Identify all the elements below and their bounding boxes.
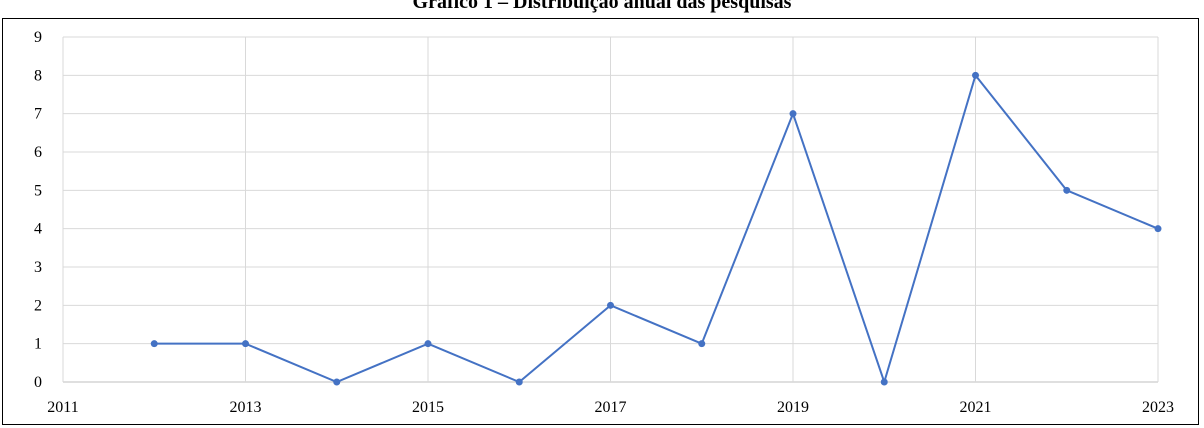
y-tick-label: 5 <box>34 182 42 199</box>
x-tick-label: 2023 <box>1142 399 1174 416</box>
gridlines <box>62 36 1159 383</box>
y-tick-label: 8 <box>34 67 42 84</box>
data-point <box>972 71 979 79</box>
x-tick-label: 2011 <box>47 399 78 416</box>
y-tick-label: 2 <box>34 297 42 314</box>
y-tick-label: 3 <box>34 259 42 276</box>
data-point <box>333 378 341 386</box>
y-tick-label: 9 <box>34 29 42 46</box>
x-tick-label: 2017 <box>595 399 627 416</box>
data-point <box>515 378 523 386</box>
data-point <box>150 340 158 348</box>
chart-frame <box>2 18 1199 425</box>
y-axis-tick-labels: 0 1 2 3 4 5 6 7 8 9 <box>34 29 42 391</box>
y-tick-label: 4 <box>34 221 42 238</box>
chart-title: Gráfico 1 – Distribuição anual das pesqu… <box>412 0 792 13</box>
series-layer <box>150 71 1162 386</box>
y-tick-label: 0 <box>34 374 42 391</box>
x-tick-label: 2021 <box>960 399 992 416</box>
data-point <box>424 340 432 348</box>
data-point <box>607 301 614 309</box>
data-point <box>698 340 706 348</box>
y-tick-label: 6 <box>34 144 42 161</box>
data-point <box>1154 225 1162 233</box>
x-tick-label: 2013 <box>230 399 262 416</box>
x-tick-label: 2015 <box>412 399 444 416</box>
data-point <box>880 378 888 386</box>
y-tick-label: 1 <box>34 336 42 353</box>
x-axis-tick-labels: 2011 2013 2015 2017 2019 2021 2023 <box>47 399 1174 416</box>
x-tick-label: 2019 <box>777 399 809 416</box>
data-point <box>1063 186 1071 194</box>
y-tick-label: 7 <box>34 106 42 123</box>
data-point <box>789 110 797 118</box>
data-point <box>242 340 249 348</box>
series-line <box>154 74 1159 383</box>
